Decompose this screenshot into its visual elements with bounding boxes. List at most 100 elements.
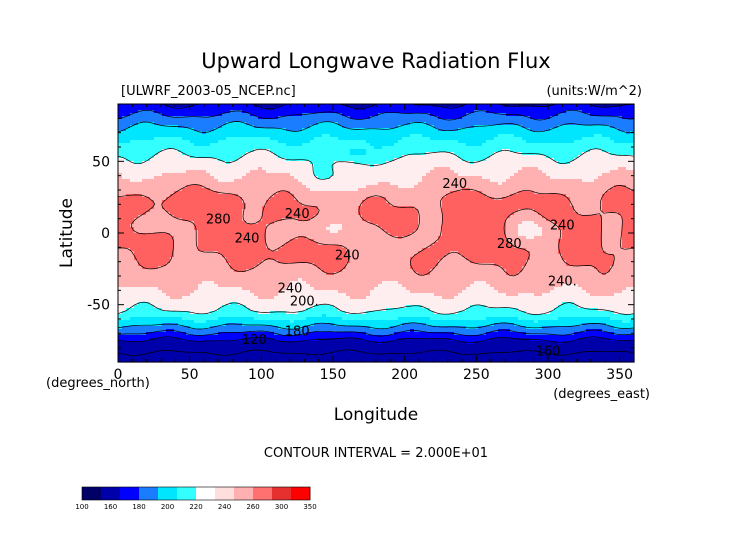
field-cell bbox=[162, 206, 247, 210]
field-cell bbox=[118, 290, 163, 294]
field-cell bbox=[354, 161, 387, 165]
field-cell bbox=[234, 269, 247, 273]
field-cell bbox=[190, 293, 255, 297]
contour-label: 240 bbox=[278, 282, 303, 297]
field-cell bbox=[138, 260, 171, 264]
field-cell bbox=[614, 263, 635, 267]
field-cell bbox=[614, 185, 627, 189]
field-cell bbox=[366, 152, 427, 156]
field-cell bbox=[286, 287, 315, 291]
field-cell bbox=[430, 137, 495, 141]
field-cell bbox=[466, 257, 531, 261]
field-cell bbox=[358, 209, 419, 213]
field-cell bbox=[278, 155, 403, 159]
field-cell bbox=[474, 110, 487, 114]
field-cell bbox=[274, 332, 307, 336]
field-cell bbox=[486, 332, 527, 336]
field-cell bbox=[118, 128, 127, 132]
field-cell bbox=[226, 260, 263, 264]
field-cell bbox=[182, 152, 247, 156]
field-cell bbox=[318, 242, 435, 246]
field-cell bbox=[122, 326, 191, 330]
field-cell bbox=[302, 278, 635, 282]
field-cell bbox=[522, 221, 535, 225]
field-cell bbox=[546, 173, 603, 177]
field-cell bbox=[170, 257, 227, 261]
field-cell bbox=[558, 305, 579, 309]
field-cell bbox=[322, 269, 343, 273]
field-cell bbox=[118, 176, 123, 180]
field-cell bbox=[582, 152, 611, 156]
field-cell bbox=[194, 227, 267, 231]
field-cell bbox=[158, 266, 231, 270]
field-cell bbox=[218, 332, 275, 336]
field-cell bbox=[154, 305, 223, 309]
field-cell bbox=[286, 242, 319, 246]
colorbar-swatch bbox=[291, 487, 311, 500]
field-cell bbox=[194, 290, 251, 294]
source-file-label: [ULWRF_2003-05_NCEP.nc] bbox=[121, 84, 296, 99]
field-cell bbox=[610, 188, 631, 192]
field-cell bbox=[166, 263, 231, 267]
field-cell bbox=[138, 302, 151, 306]
field-cell bbox=[362, 203, 391, 207]
field-cell bbox=[514, 212, 539, 216]
field-cell bbox=[118, 158, 127, 162]
colorbar: 100 160 180 200 220 240 260 300 350 bbox=[75, 486, 317, 511]
field-cell bbox=[542, 227, 559, 231]
field-cell bbox=[142, 161, 227, 165]
field-cell bbox=[170, 212, 243, 216]
field-cell bbox=[118, 221, 135, 225]
field-cell bbox=[298, 278, 303, 282]
field-cell bbox=[506, 221, 523, 225]
field-cell bbox=[510, 329, 587, 333]
field-cell bbox=[254, 266, 319, 270]
field-cell bbox=[462, 158, 487, 162]
field-cell bbox=[118, 230, 135, 234]
field-cell bbox=[118, 356, 635, 360]
field-cell bbox=[534, 320, 539, 324]
field-cell bbox=[126, 158, 151, 162]
field-cell bbox=[154, 206, 163, 210]
field-cell bbox=[258, 116, 279, 120]
field-cell bbox=[198, 233, 267, 237]
field-cell bbox=[118, 209, 151, 213]
colorbar-swatch bbox=[158, 487, 178, 500]
field-cell bbox=[602, 209, 635, 213]
field-cell bbox=[198, 242, 267, 246]
field-cell bbox=[474, 161, 559, 165]
field-cell bbox=[602, 203, 635, 207]
colorbar-label: 100 bbox=[75, 503, 88, 511]
field-cell bbox=[226, 137, 271, 141]
x-axis-label: Longitude bbox=[334, 405, 419, 425]
field-cell bbox=[474, 125, 523, 129]
field-cell bbox=[346, 311, 367, 315]
field-cell bbox=[430, 272, 507, 276]
field-cell bbox=[442, 233, 507, 237]
field-cell bbox=[602, 173, 635, 177]
field-cell bbox=[118, 107, 267, 111]
field-cell bbox=[118, 200, 155, 204]
field-cell bbox=[310, 161, 335, 165]
field-cell bbox=[394, 158, 463, 162]
field-cell bbox=[118, 191, 175, 195]
field-cell bbox=[558, 113, 591, 117]
field-cell bbox=[250, 170, 267, 174]
field-cell bbox=[378, 224, 419, 228]
field-cell bbox=[526, 248, 559, 252]
field-cell bbox=[514, 173, 547, 177]
field-cell bbox=[590, 293, 615, 297]
colorbar-frame bbox=[81, 486, 311, 501]
field-cell bbox=[566, 263, 615, 267]
field-cell bbox=[258, 263, 315, 267]
field-cell bbox=[174, 242, 199, 246]
field-cell bbox=[562, 233, 603, 237]
colorbar-label: 200 bbox=[161, 503, 174, 511]
units-label: (units:W/m^2) bbox=[546, 84, 642, 99]
field-cell bbox=[118, 281, 203, 285]
field-cell bbox=[614, 326, 635, 330]
field-cell bbox=[450, 191, 483, 195]
field-cell bbox=[118, 254, 135, 258]
field-cell bbox=[306, 317, 343, 321]
field-cell bbox=[142, 266, 159, 270]
